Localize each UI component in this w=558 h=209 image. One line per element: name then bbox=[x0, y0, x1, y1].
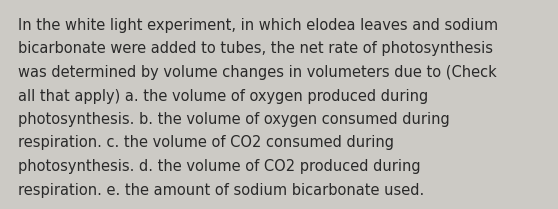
Text: photosynthesis. b. the volume of oxygen consumed during: photosynthesis. b. the volume of oxygen … bbox=[18, 112, 450, 127]
Text: In the white light experiment, in which elodea leaves and sodium: In the white light experiment, in which … bbox=[18, 18, 498, 33]
Text: bicarbonate were added to tubes, the net rate of photosynthesis: bicarbonate were added to tubes, the net… bbox=[18, 42, 493, 56]
Text: all that apply) a. the volume of oxygen produced during: all that apply) a. the volume of oxygen … bbox=[18, 88, 428, 103]
Text: was determined by volume changes in volumeters due to (Check: was determined by volume changes in volu… bbox=[18, 65, 497, 80]
Text: respiration. e. the amount of sodium bicarbonate used.: respiration. e. the amount of sodium bic… bbox=[18, 182, 424, 198]
Text: photosynthesis. d. the volume of CO2 produced during: photosynthesis. d. the volume of CO2 pro… bbox=[18, 159, 421, 174]
Text: respiration. c. the volume of CO2 consumed during: respiration. c. the volume of CO2 consum… bbox=[18, 135, 394, 150]
